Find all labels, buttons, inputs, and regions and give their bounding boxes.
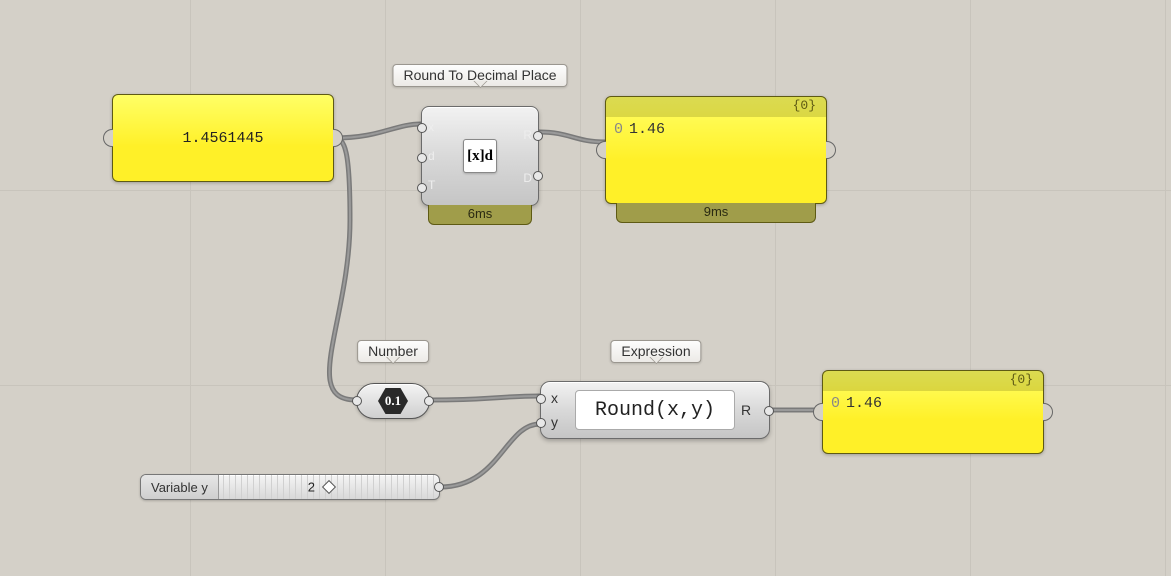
port-pin[interactable]	[417, 153, 427, 163]
row-value: 1.46	[846, 395, 882, 412]
port-label: R	[741, 402, 751, 418]
port-label: y	[551, 414, 571, 430]
port-pin[interactable]	[417, 123, 427, 133]
port-grip[interactable]	[103, 129, 113, 147]
input-ports: x y	[551, 382, 571, 438]
panel-path: {0}	[1010, 372, 1033, 387]
expression-formula[interactable]: Round(x,y)	[575, 390, 735, 430]
profiler-badge: 9ms	[616, 203, 816, 223]
panel-body: 01.46	[831, 395, 882, 412]
panel-header: {0}	[823, 371, 1043, 391]
port-label: x	[428, 120, 452, 134]
port-grip[interactable]	[1043, 403, 1053, 421]
slider-track[interactable]: 2	[223, 475, 435, 499]
component-number[interactable]: 0.1	[356, 383, 430, 419]
canvas[interactable]: 1.4561445 Round To Decimal Place x d T R…	[0, 0, 1171, 576]
component-label: Expression	[610, 340, 701, 363]
port-label: x	[551, 390, 571, 406]
port-pin[interactable]	[536, 418, 546, 428]
port-pin[interactable]	[764, 406, 774, 416]
port-pin[interactable]	[434, 482, 444, 492]
port-grip[interactable]	[826, 141, 836, 159]
slider-thumb[interactable]	[322, 480, 336, 494]
row-index: 0	[831, 395, 840, 412]
port-pin[interactable]	[533, 131, 543, 141]
port-pin[interactable]	[533, 171, 543, 181]
port-pin[interactable]	[352, 396, 362, 406]
panel-body: 01.46	[614, 121, 665, 138]
input-ports: x d T	[428, 113, 452, 199]
profiler-badge: 6ms	[428, 205, 532, 225]
slider-name: Variable y	[141, 475, 219, 499]
port-pin[interactable]	[536, 394, 546, 404]
port-grip[interactable]	[596, 141, 606, 159]
component-icon: [x]d	[463, 139, 497, 173]
port-pin[interactable]	[424, 396, 434, 406]
port-grip[interactable]	[813, 403, 823, 421]
port-label: R	[508, 128, 532, 142]
port-label: D	[508, 171, 532, 185]
component-round-to-decimal[interactable]: x d T R D [x]d 6ms	[421, 106, 539, 206]
output-ports: R	[741, 382, 759, 438]
port-grip[interactable]	[333, 129, 343, 147]
panel-number-input[interactable]: 1.4561445	[112, 94, 334, 182]
slider-value: 2	[308, 480, 315, 495]
panel-value: 1.4561445	[113, 95, 333, 181]
panel-header: {0}	[606, 97, 826, 117]
row-value: 1.46	[629, 121, 665, 138]
number-icon: 0.1	[378, 388, 408, 414]
component-expression[interactable]: x y Round(x,y) R	[540, 381, 770, 439]
port-label: T	[428, 178, 452, 192]
panel-path: {0}	[793, 98, 816, 113]
panel-output-2[interactable]: {0} 01.46	[822, 370, 1044, 454]
row-index: 0	[614, 121, 623, 138]
output-ports: R D	[508, 113, 532, 199]
component-label: Round To Decimal Place	[392, 64, 567, 87]
component-label: Number	[357, 340, 429, 363]
port-label: d	[428, 149, 452, 163]
port-pin[interactable]	[417, 183, 427, 193]
panel-output-1[interactable]: {0} 01.46 9ms	[605, 96, 827, 204]
number-slider[interactable]: Variable y 2	[140, 474, 440, 500]
